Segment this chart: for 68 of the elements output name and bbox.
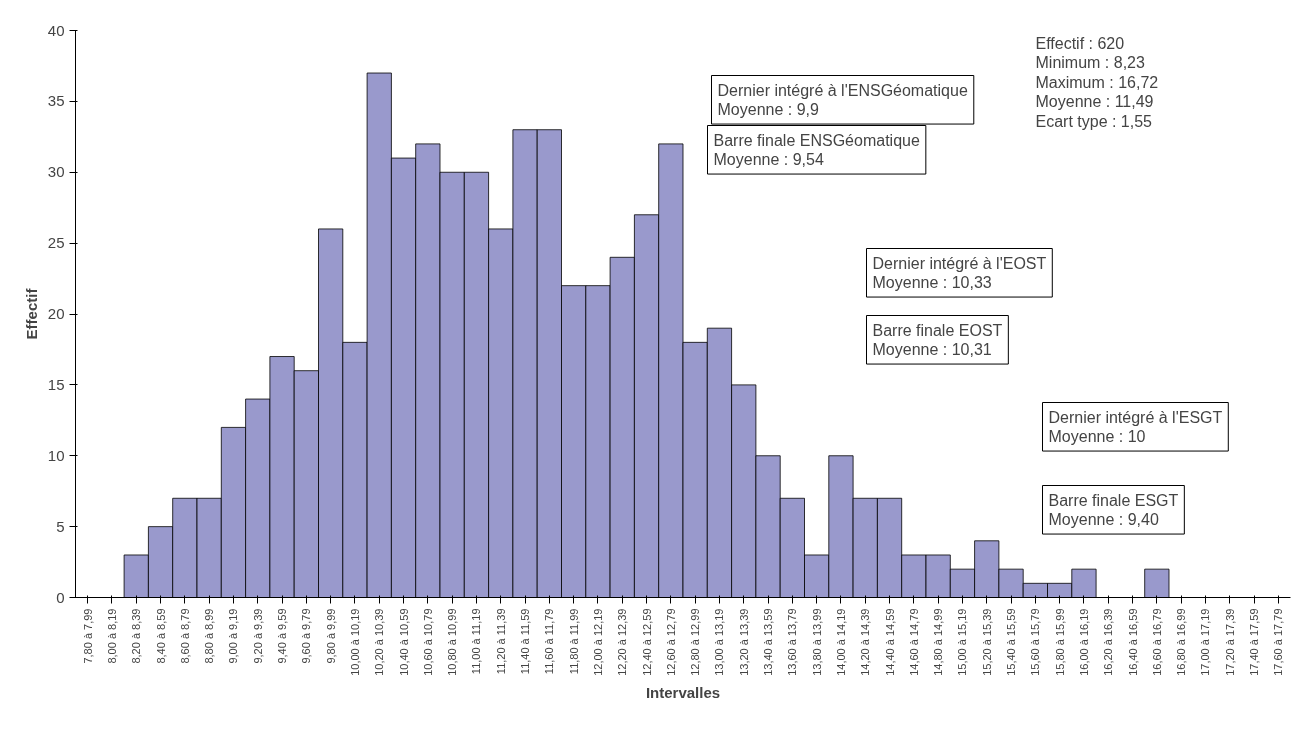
x-tick-label: 16,00 à 16,19 bbox=[1077, 608, 1090, 676]
y-tick-label: 25 bbox=[47, 234, 65, 252]
annotation: Dernier intégré à l'EOST Moyenne : 10,33 bbox=[872, 254, 1047, 292]
x-tick-label: 12,20 à 12,39 bbox=[616, 608, 629, 676]
y-tick-label: 35 bbox=[47, 92, 65, 110]
x-tick-label: 16,80 à 16,99 bbox=[1175, 608, 1188, 676]
x-axis-title: Intervalles bbox=[645, 683, 721, 701]
x-tick-label: 8,00 à 8,19 bbox=[105, 608, 118, 664]
x-tick-label: 17,40 à 17,59 bbox=[1248, 608, 1261, 676]
x-tick-label: 13,80 à 13,99 bbox=[810, 608, 823, 676]
x-tick-label: 10,20 à 10,39 bbox=[373, 608, 386, 676]
x-tick-label: 9,00 à 9,19 bbox=[227, 608, 240, 664]
x-tick-label: 12,40 à 12,59 bbox=[640, 608, 653, 676]
x-tick-label: 13,00 à 13,19 bbox=[713, 608, 726, 676]
annotation: Barre finale ENSGéomatique Moyenne : 9,54 bbox=[713, 131, 920, 169]
x-tick-label: 8,60 à 8,79 bbox=[178, 608, 191, 664]
y-tick-label: 15 bbox=[47, 375, 65, 393]
x-tick-label: 16,20 à 16,39 bbox=[1102, 608, 1115, 676]
x-tick-label: 14,80 à 14,99 bbox=[932, 608, 945, 676]
y-tick-label: 20 bbox=[47, 305, 65, 322]
x-tick-label: 14,20 à 14,39 bbox=[859, 608, 872, 676]
x-tick-label: 8,80 à 8,99 bbox=[203, 608, 216, 664]
x-tick-label: 17,20 à 17,39 bbox=[1223, 608, 1236, 676]
x-tick-label: 8,20 à 8,39 bbox=[130, 608, 143, 664]
x-tick-label: 14,40 à 14,59 bbox=[883, 608, 896, 676]
x-tick-label: 17,60 à 17,79 bbox=[1272, 608, 1285, 676]
annotation: Dernier intégré à l'ESGT Moyenne : 10 bbox=[1048, 408, 1223, 446]
x-tick-label: 8,40 à 8,59 bbox=[154, 608, 167, 664]
x-tick-label: 10,40 à 10,59 bbox=[397, 608, 410, 676]
x-tick-label: 17,00 à 17,19 bbox=[1199, 608, 1212, 676]
annotation: Barre finale ESGT Moyenne : 9,40 bbox=[1048, 491, 1179, 529]
y-tick-label: 10 bbox=[47, 446, 65, 464]
x-tick-label: 11,00 à 11,19 bbox=[470, 608, 483, 675]
x-tick-label: 10,60 à 10,79 bbox=[421, 608, 434, 676]
x-tick-label: 9,80 à 9,99 bbox=[324, 608, 337, 664]
y-tick-label: 0 bbox=[56, 588, 65, 606]
annotation: Effectif : 620 Minimum : 8,23 Maximum : 16,72 Moyenne : 11,49 Ecart type : 1,55 bbox=[1035, 34, 1159, 130]
x-tick-label: 10,80 à 10,99 bbox=[446, 608, 459, 676]
annotation: Barre finale EOST Moyenne : 10,31 bbox=[872, 321, 1003, 359]
y-axis-title: Effectif bbox=[22, 287, 40, 340]
x-tick-label: 9,20 à 9,39 bbox=[251, 608, 264, 664]
x-tick-label: 10,00 à 10,19 bbox=[348, 608, 361, 676]
y-tick-label: 30 bbox=[47, 163, 65, 181]
x-tick-label: 15,80 à 15,99 bbox=[1053, 608, 1066, 676]
x-tick-label: 15,60 à 15,79 bbox=[1029, 608, 1042, 676]
annotation: Dernier intégré à l'ENSGéomatique Moyenne : 9,9 bbox=[717, 81, 968, 119]
x-tick-label: 11,80 à 11,99 bbox=[567, 608, 580, 675]
x-tick-label: 14,00 à 14,19 bbox=[834, 608, 847, 676]
x-tick-label: 12,00 à 12,19 bbox=[591, 608, 604, 676]
x-tick-label: 13,60 à 13,79 bbox=[786, 608, 799, 676]
x-tick-label: 13,40 à 13,59 bbox=[762, 608, 775, 676]
y-tick-label: 5 bbox=[56, 517, 65, 535]
x-tick-label: 16,40 à 16,59 bbox=[1126, 608, 1139, 676]
x-tick-label: 11,20 à 11,39 bbox=[494, 608, 507, 675]
x-tick-label: 15,40 à 15,59 bbox=[1005, 608, 1018, 676]
x-tick-label: 11,40 à 11,59 bbox=[519, 608, 532, 675]
x-tick-label: 15,20 à 15,39 bbox=[980, 608, 993, 676]
x-tick-label: 12,80 à 12,99 bbox=[689, 608, 702, 676]
x-tick-label: 12,60 à 12,79 bbox=[664, 608, 677, 676]
x-tick-label: 7,80 à 7,99 bbox=[81, 608, 94, 664]
x-tick-label: 15,00 à 15,19 bbox=[956, 608, 969, 676]
x-tick-label: 9,60 à 9,79 bbox=[300, 608, 313, 664]
x-tick-label: 11,60 à 11,79 bbox=[543, 608, 556, 675]
x-tick-label: 9,40 à 9,59 bbox=[276, 608, 289, 664]
y-tick-label: 40 bbox=[47, 21, 65, 39]
x-tick-label: 16,60 à 16,79 bbox=[1150, 608, 1163, 676]
x-tick-label: 14,60 à 14,79 bbox=[907, 608, 920, 676]
x-tick-label: 13,20 à 13,39 bbox=[737, 608, 750, 676]
